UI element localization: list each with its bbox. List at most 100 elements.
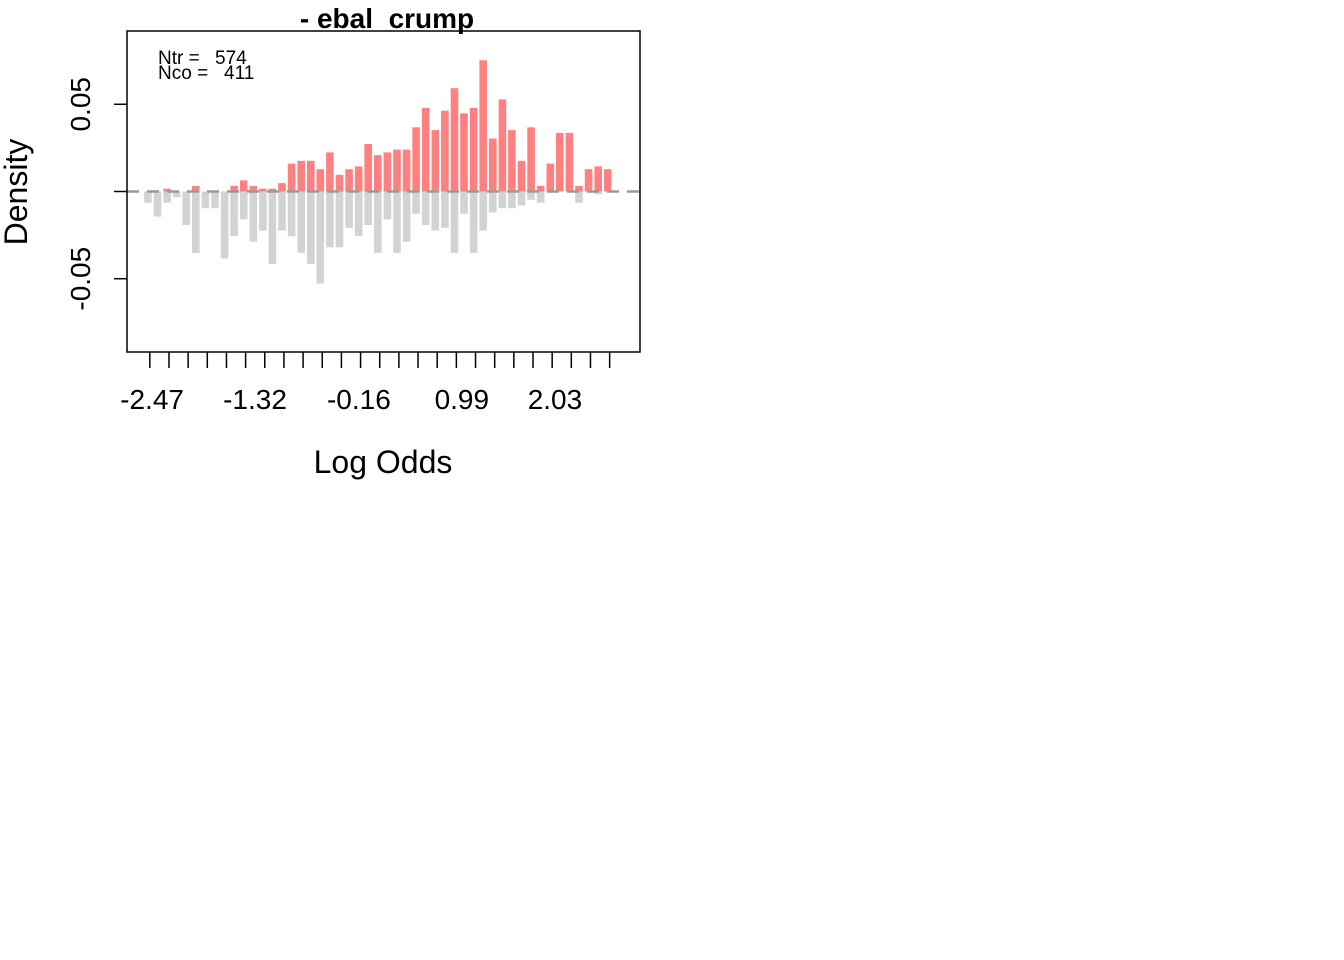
control-bar-19 bbox=[326, 191, 334, 248]
x-tick-label-2: -0.16 bbox=[327, 384, 391, 415]
control-bar-30 bbox=[431, 191, 440, 231]
treated-bar-27 bbox=[402, 149, 411, 192]
treated-bar-10 bbox=[239, 180, 248, 192]
y-axis: 0.05 -0.05 bbox=[65, 77, 127, 311]
treated-bar-2 bbox=[163, 188, 171, 192]
control-bar-45 bbox=[575, 191, 583, 203]
control-bar-4 bbox=[182, 191, 190, 225]
treated-bar-28 bbox=[412, 127, 420, 192]
control-bar-5 bbox=[192, 191, 200, 253]
x-tick-label-0: -2.47 bbox=[120, 384, 184, 415]
control-bar-14 bbox=[278, 191, 286, 231]
treated-bar-15 bbox=[287, 163, 296, 192]
treated-bar-18 bbox=[316, 169, 325, 192]
treated-bar-37 bbox=[498, 99, 507, 192]
control-bar-16 bbox=[297, 191, 305, 253]
treated-bar-22 bbox=[354, 166, 363, 192]
treated-bar-34 bbox=[469, 107, 478, 192]
control-bar-9 bbox=[230, 191, 238, 237]
treated-bar-35 bbox=[479, 60, 487, 192]
treated-bar-5 bbox=[192, 185, 200, 192]
treated-bar-23 bbox=[364, 144, 372, 192]
x-tick-label-3: 0.99 bbox=[435, 384, 490, 415]
nco-label: Nco = bbox=[158, 63, 208, 84]
x-axis: -2.47 -1.32 -0.16 0.99 2.03 bbox=[120, 352, 611, 415]
treated-bar-11 bbox=[249, 185, 258, 192]
ntr-value: 574 bbox=[215, 48, 247, 69]
y-tick-label-2: -0.05 bbox=[65, 247, 96, 311]
control-bar-39 bbox=[517, 191, 526, 206]
ntr-label: Ntr = bbox=[158, 48, 200, 69]
control-bar-31 bbox=[441, 191, 449, 228]
control-bar-25 bbox=[383, 191, 392, 220]
control-bar-41 bbox=[536, 191, 545, 203]
treated-bar-40 bbox=[527, 127, 535, 192]
control-bar-38 bbox=[508, 191, 516, 209]
control-bar-8 bbox=[220, 191, 229, 259]
control-bar-12 bbox=[259, 191, 267, 231]
control-bar-1 bbox=[153, 191, 162, 217]
treated-bar-24 bbox=[374, 155, 382, 192]
treated-bar-14 bbox=[278, 183, 286, 192]
treated-bar-41 bbox=[536, 185, 545, 192]
treated-bar-12 bbox=[259, 188, 267, 192]
treated-bar-16 bbox=[297, 160, 305, 192]
treated-bar-43 bbox=[556, 132, 564, 192]
control-bar-15 bbox=[287, 191, 296, 237]
control-bar-34 bbox=[469, 191, 478, 253]
treated-bar-13 bbox=[268, 188, 277, 192]
treated-bar-42 bbox=[546, 163, 555, 192]
treated-bar-21 bbox=[345, 169, 353, 192]
treated-bar-47 bbox=[594, 166, 602, 192]
control-bar-35 bbox=[479, 191, 487, 231]
control-bar-7 bbox=[211, 191, 219, 209]
treated-bar-38 bbox=[508, 130, 516, 192]
treated-bar-36 bbox=[489, 138, 497, 192]
control-bar-20 bbox=[335, 191, 344, 248]
control-bar-36 bbox=[489, 191, 497, 213]
control-bar-21 bbox=[345, 191, 353, 228]
treated-bar-19 bbox=[326, 152, 334, 192]
control-bar-26 bbox=[393, 191, 401, 253]
control-bar-0 bbox=[144, 191, 152, 203]
control-bar-22 bbox=[354, 191, 363, 237]
control-bar-32 bbox=[450, 191, 459, 253]
control-bar-10 bbox=[239, 191, 248, 220]
treated-bar-45 bbox=[575, 185, 583, 192]
treated-bar-9 bbox=[230, 185, 238, 192]
x-axis-label: Log Odds bbox=[314, 444, 453, 480]
chart-title: - ebal_crump bbox=[300, 3, 474, 34]
control-bar-23 bbox=[364, 191, 372, 225]
treated-bar-44 bbox=[565, 132, 574, 192]
treated-bar-39 bbox=[517, 160, 526, 192]
control-bar-2 bbox=[163, 191, 171, 203]
treated-bar-25 bbox=[383, 152, 392, 192]
x-tick-label-4: 2.03 bbox=[528, 384, 583, 415]
treated-bar-32 bbox=[450, 88, 459, 192]
treated-bar-29 bbox=[421, 107, 430, 192]
control-bar-37 bbox=[498, 191, 507, 209]
y-axis-label: Density bbox=[0, 139, 34, 246]
treated-bar-17 bbox=[307, 160, 315, 192]
control-bar-18 bbox=[316, 191, 325, 284]
control-bar-28 bbox=[412, 191, 420, 214]
control-bar-29 bbox=[421, 191, 430, 225]
y-tick-label-0: 0.05 bbox=[65, 77, 96, 131]
bars-layer bbox=[144, 60, 612, 284]
treated-bar-26 bbox=[393, 149, 401, 192]
treated-bar-30 bbox=[431, 130, 440, 192]
x-tick-label-1: -1.32 bbox=[223, 384, 287, 415]
treated-bar-31 bbox=[441, 110, 449, 192]
control-bar-6 bbox=[201, 191, 210, 209]
nco-value: 411 bbox=[224, 63, 254, 84]
control-bar-24 bbox=[374, 191, 382, 253]
control-bar-3 bbox=[172, 191, 181, 198]
control-bar-27 bbox=[402, 191, 411, 242]
control-bar-40 bbox=[527, 191, 535, 200]
control-bar-13 bbox=[268, 191, 277, 265]
treated-bar-46 bbox=[584, 169, 593, 192]
control-bar-47 bbox=[594, 191, 602, 195]
control-bar-33 bbox=[460, 191, 468, 214]
control-bar-11 bbox=[249, 191, 258, 242]
control-bar-17 bbox=[307, 191, 315, 265]
